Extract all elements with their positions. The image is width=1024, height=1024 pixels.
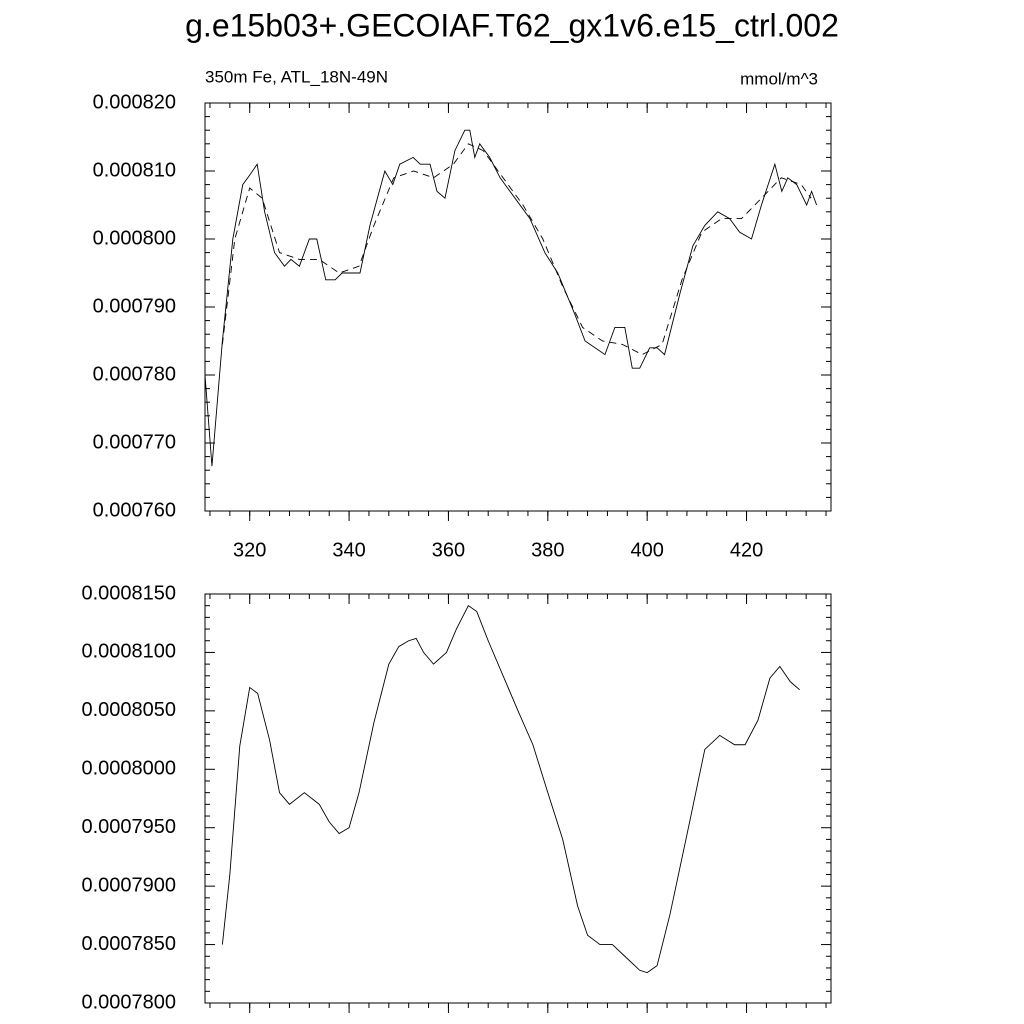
subtitle-left: 350m Fe, ATL_18N-49N xyxy=(205,67,388,86)
y-tick-label: 0.0007900 xyxy=(81,874,176,896)
y-tick-label: 0.0007800 xyxy=(81,991,176,1013)
y-tick-label: 0.000800 xyxy=(93,227,176,249)
x-tick-label: 360 xyxy=(432,539,465,561)
series-line xyxy=(204,129,818,467)
y-tick-label: 0.0008150 xyxy=(81,582,176,604)
plot-frame xyxy=(204,593,832,1004)
x-tick-label: 400 xyxy=(630,539,663,561)
y-tick-label: 0.000790 xyxy=(93,295,176,317)
series-line xyxy=(221,143,812,356)
figure-title: g.e15b03+.GECOIAF.T62_gx1v6.e15_ctrl.002 xyxy=(185,7,839,43)
x-tick-label: 420 xyxy=(730,539,763,561)
y-tick-label: 0.0008050 xyxy=(81,699,176,721)
y-tick-label: 0.000760 xyxy=(93,499,176,521)
x-tick-label: 380 xyxy=(531,539,564,561)
subtitle-right: mmol/m^3 xyxy=(740,69,818,88)
x-tick-label: 320 xyxy=(233,539,266,561)
y-tick-label: 0.000820 xyxy=(93,91,176,113)
y-tick-label: 0.000780 xyxy=(93,363,176,385)
plot-frame xyxy=(204,102,832,512)
series-line xyxy=(221,605,800,974)
y-tick-label: 0.0008000 xyxy=(81,758,176,780)
y-tick-label: 0.000810 xyxy=(93,159,176,181)
x-tick-label: 340 xyxy=(332,539,365,561)
y-tick-label: 0.0008100 xyxy=(81,641,176,663)
y-tick-label: 0.000770 xyxy=(93,431,176,453)
y-tick-label: 0.0007950 xyxy=(81,816,176,838)
y-tick-label: 0.0007850 xyxy=(81,933,176,955)
